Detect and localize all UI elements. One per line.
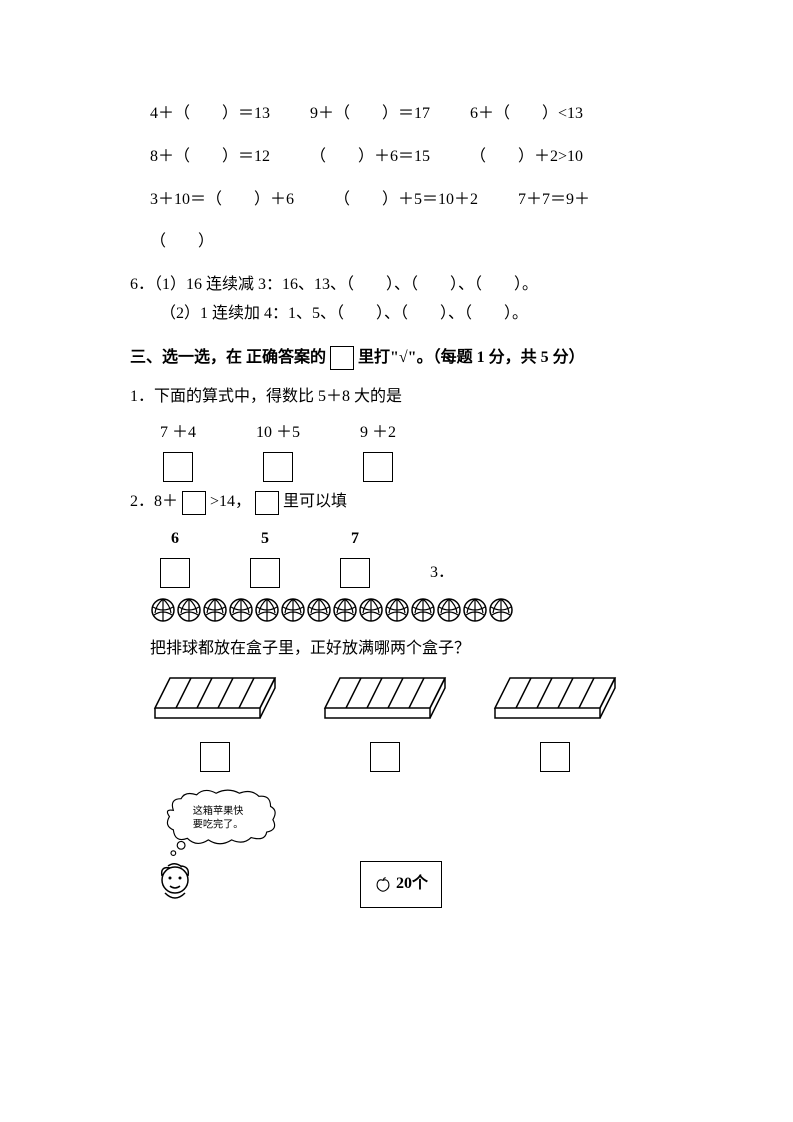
- tray-icon: [320, 673, 450, 723]
- volleyball-icon: [462, 597, 488, 623]
- question-6: 6．（1）16 连续减 3：16、13、（ ）、（ ）、（ ）。 （2）1 连续…: [130, 271, 663, 329]
- q2-suffix: 里可以填: [283, 488, 347, 517]
- volleyball-icon: [280, 597, 306, 623]
- page-content: 4＋（ ）＝13 9＋（ ）＝17 6＋（ ）<13 8＋（ ）＝12 （ ）＋…: [0, 0, 793, 968]
- eq-cell: （ ）＋2>10: [470, 143, 583, 172]
- question-1-text: 1．下面的算式中，得数比 5＋8 大的是: [130, 383, 663, 412]
- q1-choices: 7 ＋4 10 ＋5 9 ＋2: [130, 419, 663, 482]
- eq-cell: （ ）＋5＝10＋2: [334, 186, 478, 215]
- q6-text-2: （2）1 连续加 4：1、5、（ ）、（ ）、（ ）。: [160, 305, 528, 322]
- equation-row-4: （ ）: [130, 228, 663, 257]
- volleyball-icon: [176, 597, 202, 623]
- equation-row-1: 4＋（ ）＝13 9＋（ ）＝17 6＋（ ）<13: [130, 100, 663, 129]
- q6-prefix: 6．: [130, 276, 154, 293]
- volleyball-icon: [306, 597, 332, 623]
- equation-row-2: 8＋（ ）＝12 （ ）＋6＝15 （ ）＋2>10: [130, 143, 663, 172]
- section-title-part1: 三、选一选，在 正确答案的: [130, 344, 326, 373]
- q2-prefix: 2．8＋: [130, 488, 178, 517]
- checkbox-icon[interactable]: [160, 558, 190, 588]
- volleyball-icon: [228, 597, 254, 623]
- q6-line-2: （2）1 连续加 4：1、5、（ ）、（ ）、（ ）。: [130, 300, 663, 329]
- choice-label: 5: [250, 525, 280, 554]
- q6-line-1: 6．（1）16 连续减 3：16、13、（ ）、（ ）、（ ）。: [130, 271, 663, 300]
- checkbox-icon[interactable]: [363, 452, 393, 482]
- kid-icon: [150, 858, 200, 908]
- apple-box: 20个: [360, 861, 442, 908]
- volleyball-icon: [410, 597, 436, 623]
- checkbox-icon[interactable]: [250, 558, 280, 588]
- blank-box-icon: [182, 491, 206, 515]
- choice-label: 7 ＋4: [160, 419, 196, 448]
- apple-box-wrap: 20个: [300, 861, 442, 908]
- q2-choice-3: 7: [340, 525, 370, 588]
- checkbox-icon[interactable]: [200, 742, 230, 772]
- eq-cell: （ ）: [150, 228, 214, 257]
- checkbox-placeholder-icon: [330, 346, 354, 370]
- volleyball-icon: [436, 597, 462, 623]
- kid-and-bubble: 这箱苹果快 要吃完了。: [150, 787, 290, 908]
- checkbox-icon[interactable]: [370, 742, 400, 772]
- q1-choice-3: 9 ＋2: [360, 419, 396, 482]
- question-2-text: 2．8＋ >14， 里可以填: [130, 488, 663, 517]
- tray-item-1: [150, 673, 280, 772]
- eq-cell: 9＋（ ）＝17: [310, 100, 430, 129]
- cartoon-area: 这箱苹果快 要吃完了。 20个: [130, 787, 663, 908]
- eq-cell: 4＋（ ）＝13: [150, 100, 270, 129]
- svg-text:要吃完了。: 要吃完了。: [193, 818, 244, 831]
- checkbox-icon[interactable]: [163, 452, 193, 482]
- trays-row: [130, 673, 663, 772]
- eq-cell: 7＋7＝9＋: [518, 186, 590, 215]
- choice-label: 6: [160, 525, 190, 554]
- q1-choice-2: 10 ＋5: [256, 419, 300, 482]
- q2-choice-2: 5: [250, 525, 280, 588]
- section-title-part2: 里打"√"。（每题 1 分，共 5 分）: [358, 344, 585, 373]
- section-3-title: 三、选一选，在 正确答案的 里打"√"。（每题 1 分，共 5 分）: [130, 344, 663, 373]
- q2-choices: 6 5 7 3．: [130, 525, 663, 588]
- q3-text: 把排球都放在盒子里，正好放满哪两个盒子？: [130, 635, 663, 664]
- volleyball-icon: [488, 597, 514, 623]
- volleyball-icon: [384, 597, 410, 623]
- eq-cell: 3＋10＝（ ）＋6: [150, 186, 294, 215]
- checkbox-icon[interactable]: [540, 742, 570, 772]
- checkbox-icon[interactable]: [263, 452, 293, 482]
- choice-label: 10 ＋5: [256, 419, 300, 448]
- q3-number: 3．: [430, 559, 454, 588]
- tray-item-3: [490, 673, 620, 772]
- eq-cell: 8＋（ ）＝12: [150, 143, 270, 172]
- equation-row-3: 3＋10＝（ ）＋6 （ ）＋5＝10＋2 7＋7＝9＋: [130, 186, 663, 215]
- eq-cell: （ ）＋6＝15: [310, 143, 430, 172]
- tray-icon: [150, 673, 280, 723]
- choice-label: 7: [340, 525, 370, 554]
- q2-mid: >14，: [210, 488, 251, 517]
- apple-icon: [374, 875, 392, 893]
- svg-text:这箱苹果快: 这箱苹果快: [193, 804, 244, 817]
- volleyball-row: [130, 596, 663, 625]
- tray-item-2: [320, 673, 450, 772]
- q1-choice-1: 7 ＋4: [160, 419, 196, 482]
- tray-icon: [490, 673, 620, 723]
- apple-box-text: 20个: [396, 870, 428, 899]
- thought-bubble-icon: 这箱苹果快 要吃完了。: [150, 787, 290, 857]
- volleyball-icon: [202, 597, 228, 623]
- volleyball-icon: [332, 597, 358, 623]
- volleyball-icon: [254, 597, 280, 623]
- checkbox-icon[interactable]: [340, 558, 370, 588]
- choice-label: 9 ＋2: [360, 419, 396, 448]
- volleyball-icon: [150, 597, 176, 623]
- volleyball-icon: [358, 597, 384, 623]
- eq-cell: 6＋（ ）<13: [470, 100, 583, 129]
- q6-text-1: （1）16 连续减 3：16、13、（ ）、（ ）、（ ）。: [154, 276, 538, 293]
- blank-box-icon: [255, 491, 279, 515]
- q2-choice-1: 6: [160, 525, 190, 588]
